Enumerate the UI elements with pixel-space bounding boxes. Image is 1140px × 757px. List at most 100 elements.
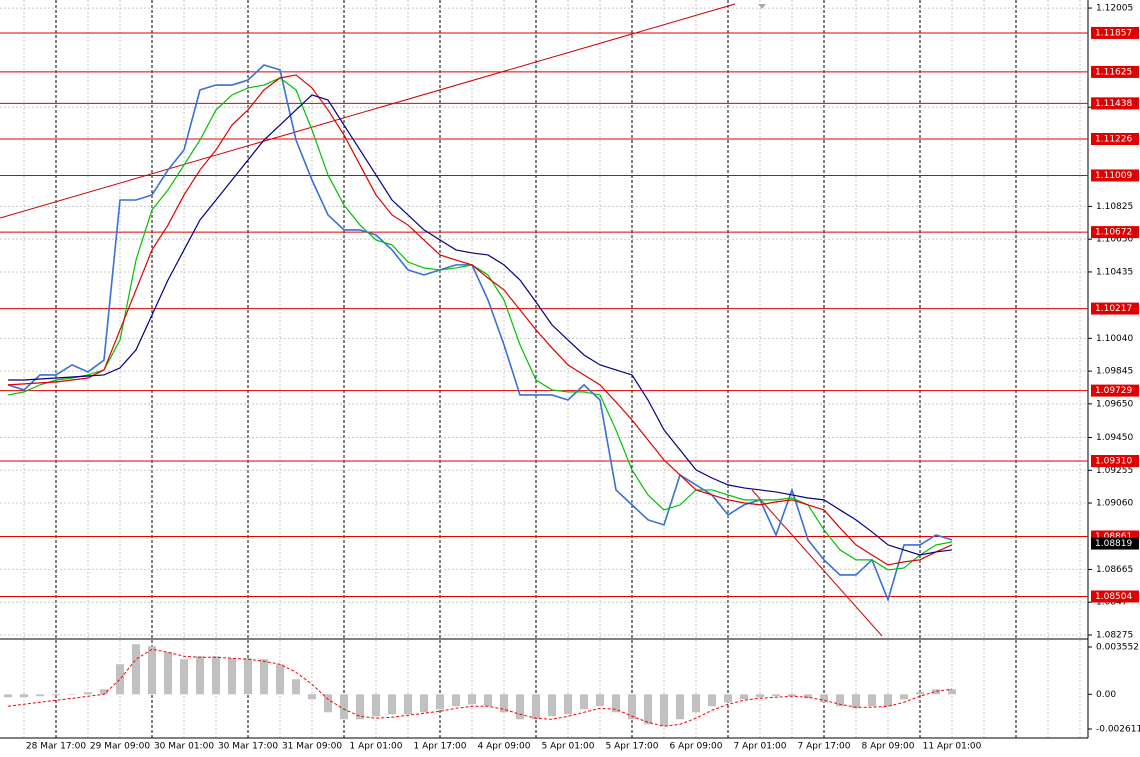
histogram-bar (68, 694, 76, 695)
histogram-bar (468, 694, 476, 705)
histogram-bar (36, 694, 44, 697)
level-label-bg (1091, 132, 1139, 145)
x-tick-label: 8 Apr 09:00 (862, 742, 915, 752)
x-tick-label: 1 Apr 01:00 (350, 742, 403, 752)
histogram-bar (804, 694, 812, 699)
y-tick-label: 1.10040 (1096, 334, 1133, 344)
histogram-bar (340, 694, 348, 720)
level-label-bg (1091, 169, 1139, 182)
histogram-bar (420, 694, 428, 713)
histogram-bar (692, 694, 700, 713)
y-tick-label: 0.00 (1096, 690, 1116, 700)
level-label-bg (1091, 26, 1139, 39)
series-line (7, 74, 953, 566)
histogram-bar (628, 694, 636, 720)
histogram-bar (196, 656, 204, 695)
level-label-bg (1091, 384, 1139, 397)
x-tick-label: 4 Apr 09:00 (478, 742, 531, 752)
x-tick-label: 5 Apr 17:00 (606, 742, 659, 752)
x-tick-label: 31 Mar 09:00 (282, 742, 342, 752)
x-tick-label: 7 Apr 01:00 (734, 742, 787, 752)
histogram-bar (548, 694, 556, 717)
histogram-bar (740, 694, 748, 700)
histogram-bar (164, 652, 172, 695)
histogram-bar (308, 694, 316, 700)
histogram-bar (116, 664, 124, 695)
level-label-bg (1091, 97, 1139, 110)
y-tick-label: 1.08275 (1096, 630, 1133, 640)
histogram-bar (772, 694, 780, 697)
histogram-bar (644, 694, 652, 725)
level-label-bg (1091, 590, 1139, 603)
x-tick-label: 11 Apr 01:00 (923, 742, 982, 752)
series-line (7, 648, 953, 727)
level-label: 1.11857 (1095, 28, 1132, 38)
grid (0, 0, 1088, 738)
level-label: 1.08861 (1095, 532, 1132, 542)
y-tick-label: 1.10435 (1096, 267, 1133, 277)
y-tick-label: 1.10630 (1096, 235, 1133, 245)
level-label: 1.11009 (1095, 171, 1132, 181)
x-tick-label: 28 Mar 17:00 (26, 742, 86, 752)
y-tick-label: 1.09060 (1096, 499, 1133, 509)
y-tick-label: 1.12005 (1096, 4, 1133, 14)
x-tick-label: 30 Mar 17:00 (218, 742, 278, 752)
histogram-bar (20, 694, 28, 698)
series-line (8, 94, 953, 556)
histogram-bar (916, 692, 924, 695)
y-tick-label: 1.09650 (1096, 399, 1133, 409)
histogram-bar (292, 679, 300, 695)
trend-line (751, 489, 883, 637)
current-price-bg (1091, 537, 1139, 550)
histogram-bar (4, 694, 12, 698)
y-tick-label: 1.0847 (1096, 598, 1128, 608)
histogram-bar (756, 694, 764, 698)
x-tick-label: 7 Apr 17:00 (798, 742, 851, 752)
histogram-bar (244, 658, 252, 695)
histogram-bar (148, 646, 156, 695)
histogram-bar (132, 644, 140, 695)
histogram-bar (276, 664, 284, 695)
level-label-bg (1091, 302, 1139, 315)
y-tick-label: 1.08665 (1096, 565, 1133, 575)
histogram-bar (836, 694, 844, 707)
marker (758, 4, 766, 9)
histogram-bar (356, 694, 364, 720)
histogram-bar (596, 694, 604, 707)
histogram-bar (724, 694, 732, 703)
histogram-bar (388, 694, 396, 715)
level-label-bg (1091, 455, 1139, 468)
level-label: 1.08504 (1095, 592, 1132, 602)
x-tick-label: 29 Mar 09:00 (90, 742, 150, 752)
histogram-bar (788, 694, 796, 697)
level-label-bg (1091, 65, 1139, 78)
histogram-bar (372, 694, 380, 717)
histogram-bar (436, 694, 444, 710)
histogram-bar (564, 694, 572, 715)
trend-line (0, 3, 736, 219)
histogram-bar (180, 659, 188, 695)
level-label: 1.11226 (1095, 134, 1132, 144)
histogram-bar (708, 694, 716, 707)
histogram-bar (84, 692, 92, 695)
level-label: 1.11438 (1095, 99, 1132, 109)
histogram-bar (612, 694, 620, 713)
histogram-bar (212, 656, 220, 695)
y-tick-label: 1.09450 (1096, 433, 1133, 443)
histogram-bar (324, 694, 332, 713)
y-tick-label: 1.10825 (1096, 202, 1133, 212)
histogram-bar (452, 694, 460, 707)
level-label: 1.09310 (1095, 457, 1132, 467)
histogram-bar (948, 689, 956, 695)
level-label: 1.11625 (1095, 67, 1132, 77)
histogram-bar (404, 694, 412, 715)
y-tick-label: 1.09845 (1096, 367, 1133, 377)
histogram-bar (852, 694, 860, 709)
histogram-bar (516, 694, 524, 720)
histogram-bar (260, 659, 268, 695)
histogram-bar (900, 694, 908, 700)
histogram-bar (884, 694, 892, 707)
series-line (7, 64, 953, 603)
